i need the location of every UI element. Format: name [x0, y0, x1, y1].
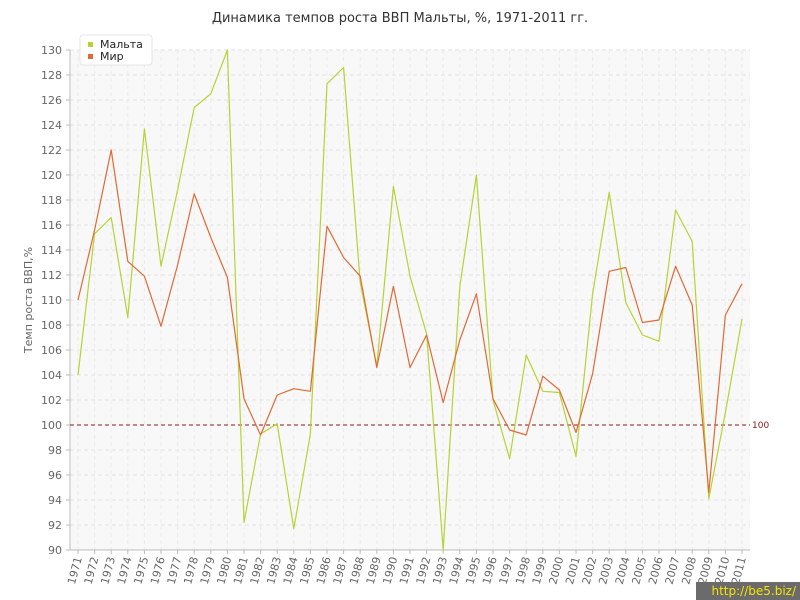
- y-tick-label: 116: [41, 219, 62, 232]
- y-tick-label: 96: [48, 469, 62, 482]
- legend-swatch: [88, 42, 93, 47]
- y-tick-label: 90: [48, 544, 62, 557]
- chart-title: Динамика темпов роста ВВП Мальты, %, 197…: [212, 11, 588, 26]
- series-group: [77, 49, 743, 551]
- y-tick-label: 128: [41, 69, 62, 82]
- y-axis-ticks: 90 92 94 96 98 100 102 104 106 108 110 112 114 116 118…: [41, 44, 70, 557]
- y-tick-label: 130: [41, 44, 62, 57]
- grid: [70, 49, 750, 551]
- y-tick-label: 110: [41, 294, 62, 307]
- y-tick-label: 124: [41, 119, 62, 132]
- x-axis-ticks: 1971197219731974197519761977197819791980…: [65, 550, 749, 586]
- series-line-malta: [77, 49, 743, 551]
- y-tick-label: 106: [41, 344, 62, 357]
- legend-swatch: [88, 54, 93, 59]
- y-tick-label: 126: [41, 94, 62, 107]
- y-tick-label: 122: [41, 144, 62, 157]
- y-tick-label: 112: [41, 269, 62, 282]
- y-tick-label: 114: [41, 244, 62, 257]
- y-tick-label: 102: [41, 394, 62, 407]
- y-tick-label: 94: [48, 494, 62, 507]
- y-tick-label: 108: [41, 319, 62, 332]
- series-line-world: [77, 149, 743, 494]
- legend-label: Мир: [100, 50, 124, 63]
- legend-box: [79, 34, 153, 66]
- y-tick-label: 120: [41, 169, 62, 182]
- y-tick-label: 92: [48, 519, 62, 532]
- legend-label: Мальта: [100, 38, 143, 51]
- y-axis-label: Темп роста ВВП,%: [22, 247, 35, 354]
- reference-line: 100: [70, 421, 769, 431]
- y-tick-label: 98: [48, 444, 62, 457]
- y-tick-label: 118: [41, 194, 62, 207]
- reference-line-label: 100: [752, 421, 769, 431]
- y-tick-label: 104: [41, 369, 62, 382]
- watermark: http://be5.biz/: [696, 582, 800, 600]
- y-tick-label: 100: [41, 419, 62, 432]
